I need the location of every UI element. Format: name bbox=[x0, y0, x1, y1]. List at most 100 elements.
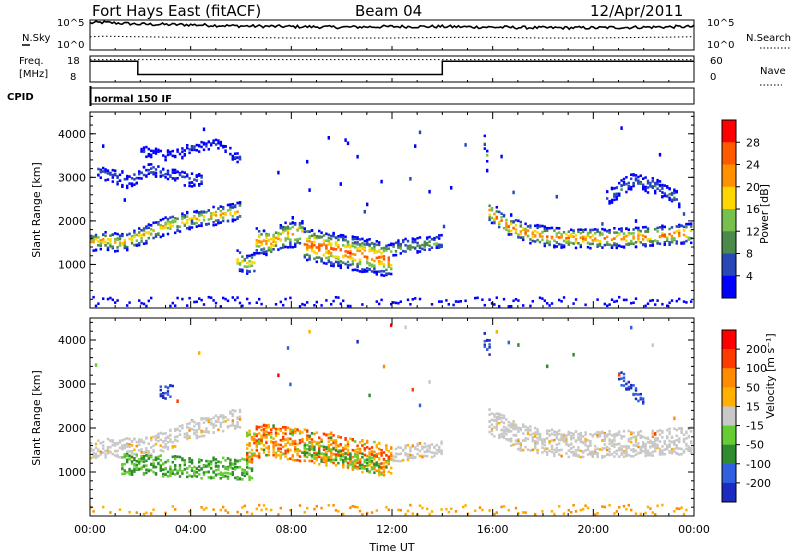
scatter-cell bbox=[313, 457, 316, 460]
colorbar-swatch bbox=[722, 209, 736, 232]
scatter-cell bbox=[594, 432, 597, 436]
scatter-cell bbox=[378, 447, 381, 451]
scatter-cell bbox=[630, 383, 633, 387]
scatter-cell bbox=[262, 504, 266, 507]
scatter-cell bbox=[591, 452, 594, 455]
scatter-cell bbox=[277, 449, 280, 453]
scatter-cell bbox=[181, 150, 184, 153]
scatter-cell bbox=[452, 303, 455, 307]
scatter-cell bbox=[596, 245, 599, 248]
scatter-cell bbox=[334, 509, 338, 512]
scatter-cell bbox=[483, 303, 486, 307]
scatter-cell bbox=[435, 448, 438, 452]
scatter-cell bbox=[678, 229, 681, 233]
scatter-cell bbox=[555, 447, 558, 450]
scatter-cell bbox=[392, 242, 395, 246]
scatter-cell bbox=[106, 297, 110, 301]
scatter-cell bbox=[567, 433, 570, 436]
scatter-cell bbox=[644, 176, 647, 179]
scatter-cell bbox=[582, 435, 585, 438]
scatter-cell bbox=[243, 458, 246, 461]
scatter-cell bbox=[325, 461, 328, 465]
scatter-cell bbox=[589, 439, 592, 443]
scatter-cell bbox=[493, 303, 496, 306]
scatter-cell bbox=[536, 428, 539, 431]
scatter-cell bbox=[622, 246, 626, 249]
scatter-cell bbox=[332, 458, 335, 462]
scatter-cell bbox=[140, 229, 143, 232]
scatter-cell bbox=[519, 224, 522, 227]
scatter-cell bbox=[577, 438, 580, 441]
scatter-cell bbox=[164, 443, 167, 446]
scatter-cell bbox=[128, 301, 131, 304]
scatter-cell bbox=[543, 225, 546, 228]
scatter-cell bbox=[490, 221, 494, 225]
scatter-cell bbox=[181, 170, 184, 174]
scatter-cell bbox=[358, 238, 362, 241]
scatter-cell bbox=[272, 445, 275, 448]
scatter-cell bbox=[178, 225, 182, 228]
scatter-cell bbox=[253, 434, 256, 438]
scatter-cell bbox=[502, 436, 506, 439]
scatter-cell bbox=[687, 435, 690, 439]
scatter-cell bbox=[673, 447, 676, 451]
scatter-cell bbox=[118, 179, 122, 182]
scatter-cell bbox=[322, 239, 326, 242]
scatter-cell bbox=[171, 177, 174, 180]
scatter-cell bbox=[202, 471, 206, 474]
scatter-cell bbox=[538, 296, 542, 300]
scatter-cell bbox=[90, 456, 93, 460]
scatter-cell bbox=[658, 152, 662, 157]
scatter-cell bbox=[267, 425, 270, 429]
scatter-cell bbox=[325, 250, 328, 254]
scatter-cell bbox=[147, 147, 150, 151]
scatter-cell bbox=[370, 247, 374, 250]
scatter-cell bbox=[92, 452, 95, 455]
scatter-cell bbox=[392, 459, 395, 462]
scatter-cell bbox=[378, 458, 381, 461]
scatter-cell bbox=[298, 441, 302, 445]
scatter-cell bbox=[310, 442, 314, 446]
scatter-cell bbox=[212, 470, 215, 474]
scatter-cell bbox=[234, 458, 237, 462]
scatter-cell bbox=[94, 456, 98, 460]
scatter-cell bbox=[601, 447, 604, 450]
scatter-cell bbox=[553, 454, 556, 458]
scatter-cell bbox=[282, 244, 285, 247]
scatter-cell bbox=[656, 299, 659, 302]
scatter-cell bbox=[555, 431, 558, 434]
scatter-cell bbox=[399, 459, 402, 463]
scatter-cell bbox=[378, 473, 381, 477]
scatter-cell bbox=[238, 201, 242, 204]
scatter-cell bbox=[351, 462, 354, 465]
scatter-cell bbox=[375, 240, 378, 243]
scatter-cell bbox=[375, 509, 378, 512]
scatter-cell bbox=[190, 460, 194, 464]
scatter-cell bbox=[603, 243, 606, 247]
scatter-cell bbox=[423, 450, 426, 454]
scatter-cell bbox=[606, 445, 609, 449]
scatter-cell bbox=[320, 452, 323, 455]
scatter-cell bbox=[159, 226, 162, 229]
scatter-cell bbox=[378, 249, 381, 252]
scatter-cell bbox=[301, 229, 304, 232]
scatter-cell bbox=[649, 244, 652, 247]
scatter-cell bbox=[250, 469, 254, 473]
scatter-cell bbox=[142, 227, 146, 230]
scatter-cell bbox=[176, 217, 179, 221]
scatter-cell bbox=[171, 149, 174, 153]
scatter-cell bbox=[399, 300, 402, 303]
scatter-cell bbox=[99, 441, 102, 445]
scatter-cell bbox=[135, 182, 138, 185]
scatter-cell bbox=[140, 467, 143, 471]
scatter-cell bbox=[622, 445, 626, 448]
scatter-cell bbox=[536, 238, 539, 242]
scatter-cell bbox=[387, 470, 390, 474]
scatter-cell bbox=[658, 452, 662, 455]
scatter-cell bbox=[147, 172, 150, 175]
scatter-cell bbox=[646, 191, 650, 194]
scatter-cell bbox=[339, 436, 342, 439]
scatter-cell bbox=[97, 439, 100, 442]
scatter-cell bbox=[320, 506, 323, 510]
scatter-cell bbox=[440, 300, 443, 303]
